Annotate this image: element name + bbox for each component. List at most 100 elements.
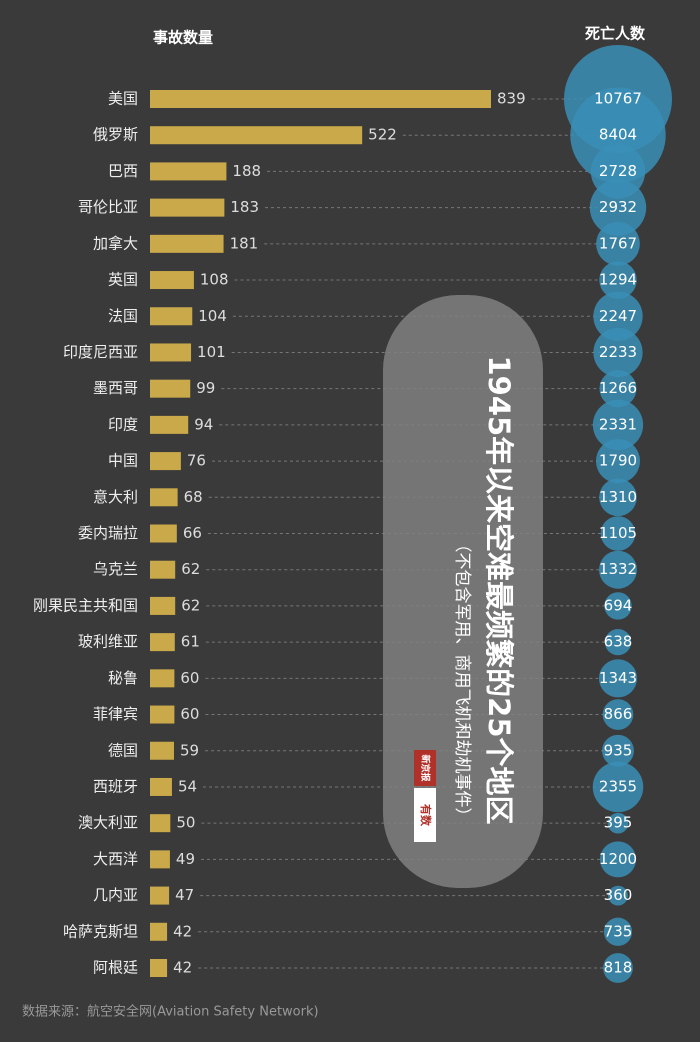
bubble [595, 439, 641, 484]
bar-value-label: 522 [368, 126, 397, 144]
bubble [593, 327, 643, 378]
bubble-value-label: 1266 [599, 379, 637, 397]
bar-value-label: 76 [187, 452, 206, 470]
bar-value-label: 104 [198, 307, 227, 325]
bar [150, 90, 491, 108]
bubble-value-label: 1200 [599, 850, 637, 868]
bar [150, 814, 171, 833]
bar-value-label: 61 [181, 633, 200, 651]
category-label: 乌克兰 [93, 560, 138, 578]
bar-value-label: 42 [173, 922, 192, 940]
category-label: 澳大利亚 [78, 814, 138, 832]
bubble [592, 399, 644, 451]
bar-value-label: 60 [180, 669, 199, 687]
bubble [604, 628, 632, 656]
bar-value-label: 101 [197, 343, 226, 361]
bubble-value-label: 1105 [599, 524, 637, 542]
bar-value-label: 181 [230, 234, 259, 252]
category-label: 德国 [108, 741, 138, 759]
bubble [608, 885, 628, 906]
bubble-value-label: 1332 [599, 560, 637, 578]
category-label: 俄罗斯 [93, 126, 138, 144]
bar [150, 959, 168, 977]
bar [150, 162, 227, 181]
bar-value-label: 99 [196, 379, 215, 397]
title-panel [383, 295, 543, 888]
bar-value-label: 66 [183, 524, 202, 542]
bar [150, 126, 363, 145]
bar-value-label: 50 [176, 814, 195, 832]
bar-value-label: 49 [176, 850, 195, 868]
category-label: 中国 [108, 452, 138, 470]
bubble-value-label: 1294 [599, 271, 637, 289]
bar [150, 379, 191, 398]
bubble-value-label: 2331 [599, 415, 637, 433]
logo-text: 有数 [419, 804, 433, 827]
bubble-value-label: 1310 [599, 488, 637, 506]
category-label: 巴西 [108, 162, 138, 180]
category-label: 英国 [108, 271, 138, 289]
logo-box [414, 750, 436, 786]
bar [150, 198, 225, 217]
bubble [599, 550, 637, 589]
category-label: 印度尼西亚 [63, 343, 138, 361]
bar [150, 596, 176, 615]
bubble [593, 291, 643, 341]
bubble [596, 221, 640, 266]
bar-value-label: 108 [200, 271, 229, 289]
bubble-value-label: 694 [604, 596, 633, 614]
category-label: 大西洋 [93, 850, 138, 868]
bubble [589, 179, 647, 236]
bubble-value-label: 10767 [594, 90, 642, 108]
bubble-value-label: 818 [604, 959, 633, 977]
category-label: 刚果民主共和国 [33, 596, 138, 614]
bar [150, 415, 189, 434]
category-label: 美国 [108, 90, 138, 108]
category-label: 墨西哥 [93, 379, 138, 397]
logo-box [414, 788, 436, 842]
category-label: 委内瑞拉 [78, 524, 138, 542]
category-label: 秘鲁 [108, 669, 138, 687]
bar [150, 741, 174, 760]
bubble-value-label: 935 [604, 741, 633, 759]
bar [150, 271, 194, 290]
bubble [600, 516, 636, 551]
bubble-value-label: 2728 [599, 162, 637, 180]
bubble [599, 370, 637, 408]
bubble-value-label: 1767 [599, 234, 637, 252]
bar [150, 850, 170, 869]
category-label: 菲律宾 [93, 705, 138, 723]
bubble-value-label: 2355 [599, 777, 637, 795]
bar-value-label: 839 [497, 90, 526, 108]
category-label: 玻利维亚 [78, 633, 138, 651]
bubble-value-label: 2233 [599, 343, 637, 361]
bar [150, 705, 175, 724]
category-label: 西班牙 [93, 777, 138, 795]
bubble-value-label: 638 [604, 633, 633, 651]
logo-text: 新京报 [420, 754, 432, 781]
bubble-value-label: 1343 [599, 669, 637, 687]
bar [150, 922, 168, 941]
bubble-value-label: 735 [604, 922, 633, 940]
bubble [599, 261, 637, 299]
bar-value-label: 60 [180, 705, 199, 723]
bar-value-label: 62 [181, 596, 200, 614]
bar [150, 524, 177, 543]
category-label: 哥伦比亚 [78, 198, 138, 216]
bubble [604, 592, 632, 620]
bubble [599, 478, 637, 517]
bar [150, 777, 172, 796]
bubble [603, 953, 633, 983]
bubble-value-label: 1790 [599, 452, 637, 470]
bubble [602, 734, 634, 767]
bar [150, 234, 224, 253]
category-label: 加拿大 [93, 234, 138, 252]
chart-subtitle: （不包含军用、商用飞机和劫机事件） [452, 536, 472, 825]
bar-value-label: 94 [194, 415, 213, 433]
bubble-value-label: 395 [604, 814, 633, 832]
bubble-value-label: 360 [604, 886, 633, 904]
bar [150, 886, 170, 905]
bar-value-label: 62 [181, 560, 200, 578]
